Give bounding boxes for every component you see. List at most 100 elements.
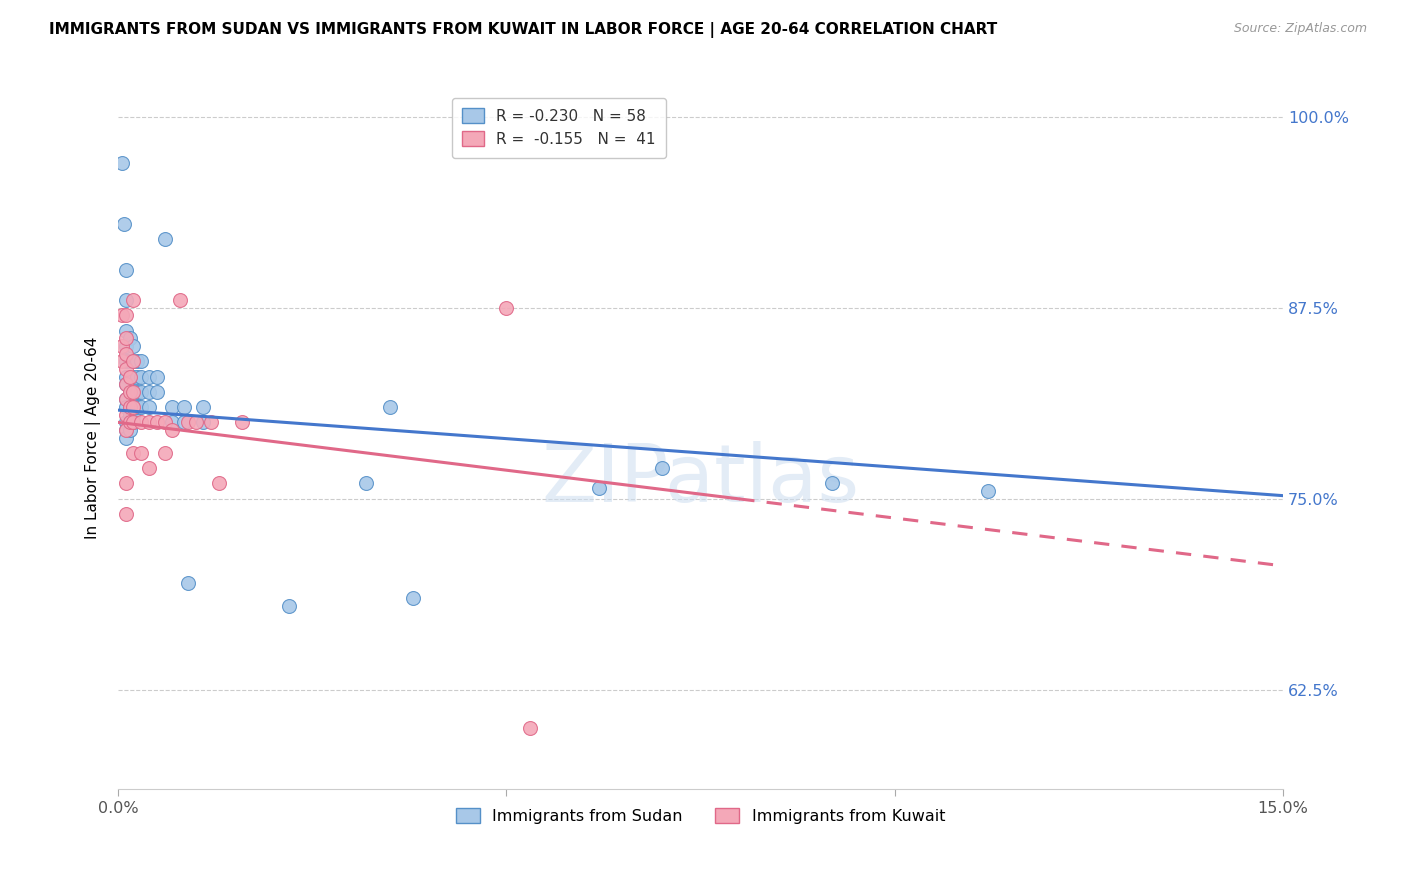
Point (122, 369, 145, 384)
Point (122, 384, 145, 399)
Point (193, 400, 215, 414)
Point (114, 293, 136, 308)
Point (127, 354, 149, 368)
Point (114, 346, 136, 360)
Point (122, 400, 145, 414)
Point (118, 384, 141, 399)
Point (129, 415, 152, 429)
Point (146, 369, 169, 384)
Point (114, 392, 136, 407)
Point (129, 446, 152, 460)
Point (118, 384, 141, 399)
Point (114, 362, 136, 376)
Point (122, 384, 145, 399)
Point (118, 400, 141, 414)
Point (162, 400, 184, 414)
Point (127, 369, 149, 384)
Point (402, 591, 425, 605)
Point (177, 415, 200, 429)
Point (114, 331, 136, 345)
Point (114, 431, 136, 445)
Point (111, 309, 134, 323)
Point (114, 339, 136, 353)
Point (122, 354, 145, 368)
Point (153, 232, 176, 246)
Point (118, 331, 141, 345)
Point (588, 481, 610, 495)
Point (177, 575, 200, 590)
Point (127, 384, 149, 399)
Point (118, 369, 141, 384)
Point (208, 476, 231, 491)
Point (114, 423, 136, 437)
Point (146, 415, 169, 429)
Point (129, 384, 152, 399)
Point (122, 415, 145, 429)
Point (114, 400, 136, 414)
Point (651, 461, 673, 475)
Point (129, 400, 152, 414)
Point (112, 217, 135, 231)
Point (378, 400, 401, 414)
Point (129, 354, 152, 368)
Point (114, 476, 136, 491)
Point (231, 415, 253, 429)
Text: IMMIGRANTS FROM SUDAN VS IMMIGRANTS FROM KUWAIT IN LABOR FORCE | AGE 20-64 CORRE: IMMIGRANTS FROM SUDAN VS IMMIGRANTS FROM… (49, 22, 997, 38)
Point (146, 384, 169, 399)
Point (114, 423, 136, 437)
Point (356, 476, 378, 491)
Point (118, 415, 141, 429)
Point (114, 507, 136, 521)
Point (122, 293, 145, 308)
Point (977, 484, 1000, 499)
Point (129, 369, 152, 384)
Point (138, 461, 160, 475)
Point (114, 262, 136, 277)
Point (114, 408, 136, 422)
Point (127, 400, 149, 414)
Point (114, 369, 136, 384)
Text: ZIPatlas: ZIPatlas (541, 441, 859, 519)
Point (162, 415, 184, 429)
Point (495, 301, 517, 315)
Point (111, 155, 134, 169)
Point (114, 377, 136, 392)
Point (114, 377, 136, 392)
Point (118, 354, 141, 368)
Point (114, 354, 136, 368)
Point (821, 476, 844, 491)
Point (153, 415, 176, 429)
Point (114, 392, 136, 407)
Point (173, 415, 195, 429)
Point (122, 408, 145, 422)
Point (153, 446, 176, 460)
Point (118, 415, 141, 429)
Point (111, 339, 134, 353)
Point (200, 415, 222, 429)
Point (184, 415, 207, 429)
Point (162, 423, 184, 437)
Point (138, 369, 160, 384)
Point (122, 415, 145, 429)
Y-axis label: In Labor Force | Age 20-64: In Labor Force | Age 20-64 (86, 336, 101, 539)
Point (122, 392, 145, 407)
Point (111, 354, 134, 368)
Point (138, 400, 160, 414)
Point (519, 721, 541, 735)
Point (173, 400, 195, 414)
Point (122, 339, 145, 353)
Point (114, 324, 136, 338)
Point (118, 408, 141, 422)
Point (118, 423, 141, 437)
Point (118, 400, 141, 414)
Point (114, 415, 136, 429)
Point (122, 446, 145, 460)
Point (118, 369, 141, 384)
Point (169, 293, 191, 308)
Text: Source: ZipAtlas.com: Source: ZipAtlas.com (1233, 22, 1367, 36)
Legend: Immigrants from Sudan, Immigrants from Kuwait: Immigrants from Sudan, Immigrants from K… (446, 798, 955, 834)
Point (138, 384, 160, 399)
Point (193, 415, 215, 429)
Point (138, 415, 160, 429)
Point (122, 354, 145, 368)
